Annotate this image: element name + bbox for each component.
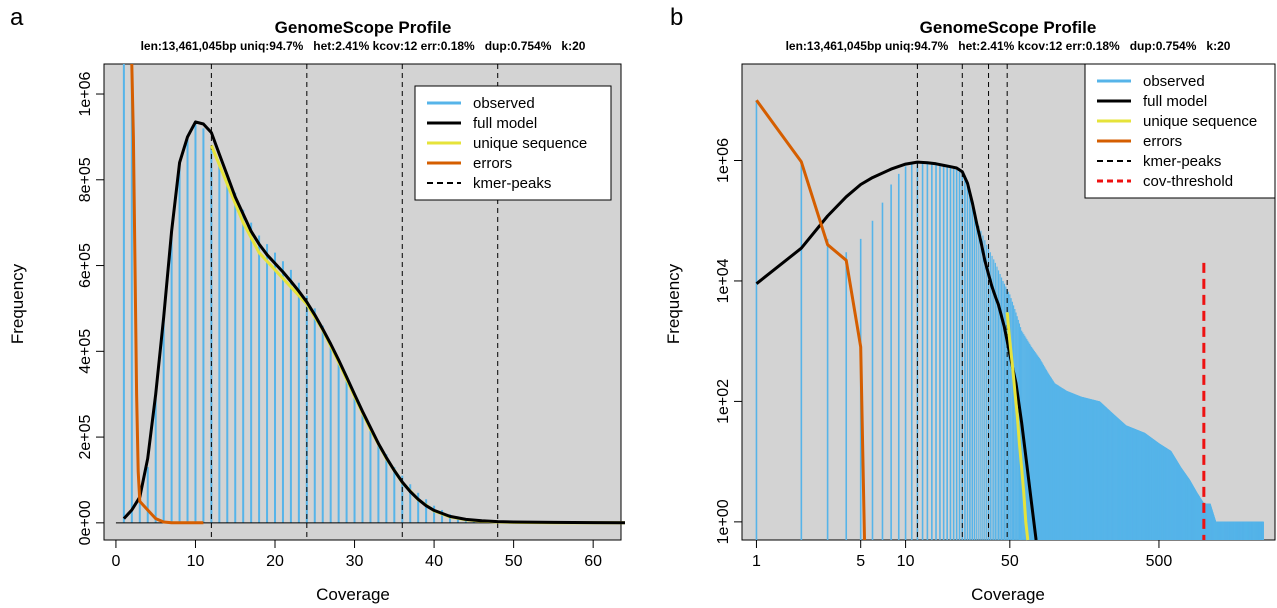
a-legend-label: full model — [473, 115, 537, 132]
model-lines-a — [122, 63, 626, 525]
b-legend-label: cov-threshold — [1143, 173, 1233, 190]
model-lines-b — [755, 99, 1038, 541]
a-y-tick-label: 4e+05 — [77, 329, 94, 374]
kmer-peaks-b — [916, 64, 1206, 540]
legend-a: observed full model unique sequence errors k… — [414, 85, 612, 201]
a-y-tick-label: 1e+06 — [77, 71, 94, 116]
b-x-tick-label: 50 — [1001, 553, 1019, 570]
b-y-tick-label: 1e+06 — [715, 138, 732, 183]
a-x-tick-label: 20 — [266, 553, 284, 570]
b-legend-box — [1084, 63, 1276, 199]
a-x-tick-label: 0 — [111, 553, 120, 570]
b-x-tick-label: 500 — [1146, 553, 1173, 570]
b-x-tick-label: 10 — [897, 553, 915, 570]
legend-b: observed full model unique sequence errors k… — [1084, 63, 1276, 199]
x-axis-label-a: Coverage — [316, 585, 390, 604]
b-legend-label: kmer-peaks — [1143, 153, 1221, 170]
b-x-tick-label: 5 — [856, 553, 865, 570]
a-x-tick-label: 60 — [584, 553, 602, 570]
chart-subtitle-b: len:13,461,045bp uniq:94.7% het:2.41% kc… — [786, 39, 1231, 53]
axis-ticks-a: 0 10 20 30 40 50 60 0e+00 2e+05 4e+05 6e+05 8e+05 1e… — [77, 71, 602, 570]
b-y-tick-label: 1e+02 — [715, 379, 732, 424]
b-legend-label: full model — [1143, 93, 1207, 110]
a-errors-line — [130, 63, 204, 525]
panel-a: a GenomeScope Profile len:13,461,045bp u… — [8, 4, 626, 604]
b-y-tick-label: 1e+00 — [715, 499, 732, 544]
a-full-model-line — [122, 120, 626, 525]
b-legend-label: unique sequence — [1143, 113, 1257, 130]
a-legend-label: errors — [473, 155, 512, 172]
a-y-tick-label: 6e+05 — [77, 243, 94, 288]
x-axis-label-b: Coverage — [971, 585, 1045, 604]
panel-b: b GenomeScope Profile len:13,461,045bp u… — [664, 4, 1276, 604]
chart-subtitle-a: len:13,461,045bp uniq:94.7% het:2.41% kc… — [141, 39, 586, 53]
a-x-tick-label: 10 — [187, 553, 205, 570]
a-x-tick-label: 50 — [505, 553, 523, 570]
a-y-tick-label: 8e+05 — [77, 157, 94, 202]
y-axis-label-b: Frequency — [664, 263, 683, 344]
b-full-model-line — [755, 160, 1038, 541]
chart-title-b: GenomeScope Profile — [920, 18, 1097, 37]
panel-label-a: a — [10, 4, 24, 31]
y-axis-label-a: Frequency — [8, 263, 27, 344]
a-y-tick-label: 2e+05 — [77, 415, 94, 460]
b-y-tick-label: 1e+04 — [715, 258, 732, 303]
observed-bars-b — [755, 100, 1264, 540]
chart-title-a: GenomeScope Profile — [275, 18, 452, 37]
axis-ticks-b: 1 5 10 50 500 1e+00 1e+02 1e+04 1e+06 — [715, 138, 1172, 570]
a-x-tick-label: 40 — [425, 553, 443, 570]
b-errors-line — [755, 99, 866, 541]
a-y-tick-label: 0e+00 — [77, 500, 94, 545]
b-legend-label: errors — [1143, 133, 1182, 150]
b-unique-sequence-line — [1005, 312, 1030, 541]
b-legend-label: observed — [1143, 73, 1205, 90]
a-legend-label: observed — [473, 95, 535, 112]
a-x-tick-label: 30 — [346, 553, 364, 570]
a-legend-label: unique sequence — [473, 135, 587, 152]
a-legend-label: kmer-peaks — [473, 175, 551, 192]
panel-label-b: b — [670, 4, 683, 31]
b-x-tick-label: 1 — [752, 553, 761, 570]
